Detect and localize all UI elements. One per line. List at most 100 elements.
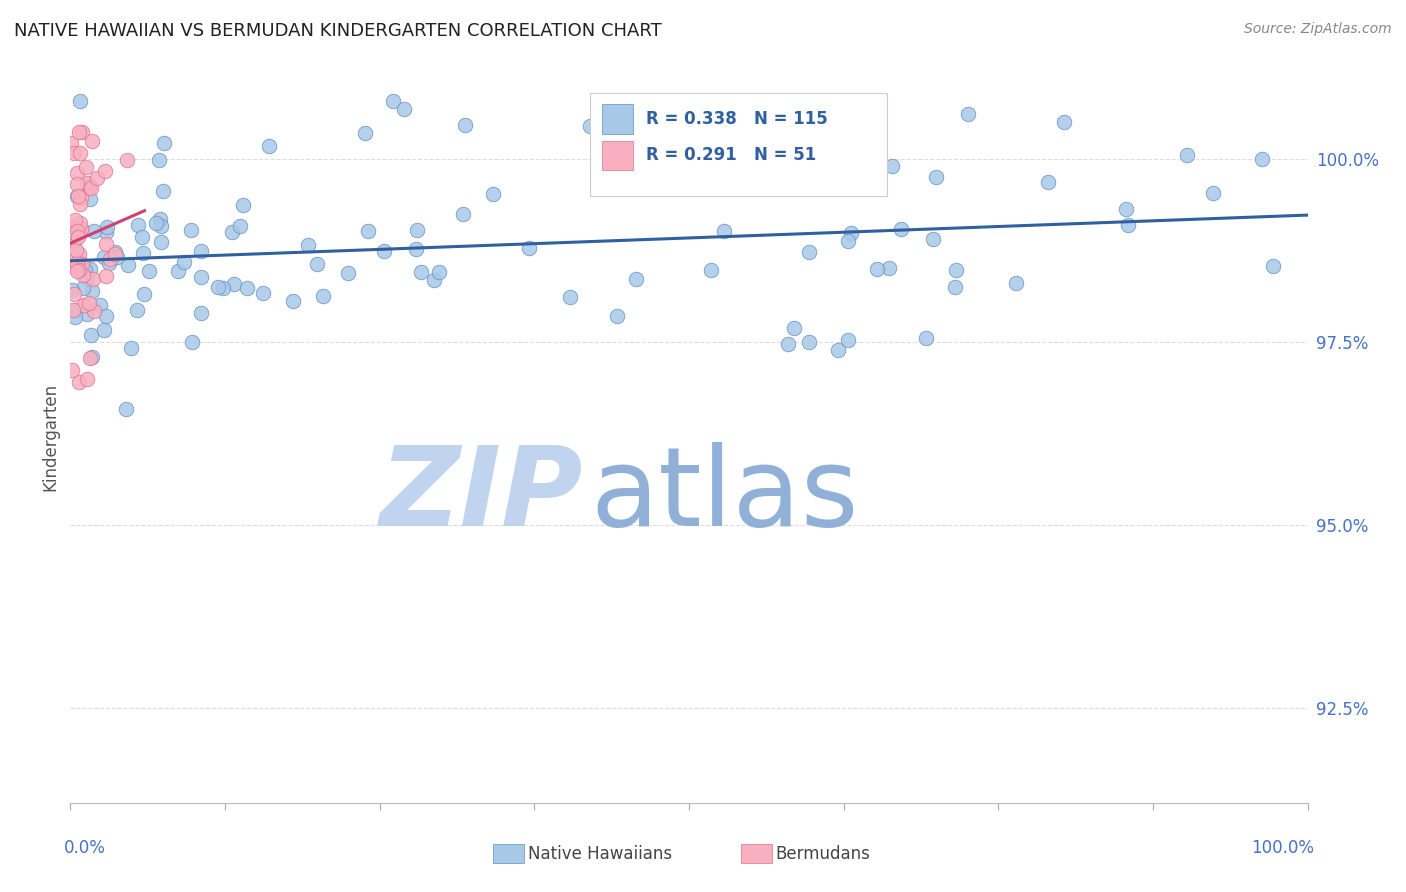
Point	[132, 245, 155, 260]
Point	[79, 327, 101, 342]
Point	[922, 232, 945, 246]
Text: Native Hawaiians: Native Hawaiians	[529, 845, 672, 863]
Point	[69, 224, 91, 238]
Point	[236, 281, 259, 295]
Point	[82, 271, 104, 285]
Point	[606, 309, 628, 323]
Point	[454, 118, 477, 132]
Point	[152, 184, 174, 198]
Point	[67, 246, 90, 260]
Point	[66, 177, 89, 191]
Point	[132, 286, 155, 301]
Point	[96, 220, 118, 235]
Point	[957, 106, 980, 120]
Point	[1036, 175, 1059, 189]
Point	[80, 350, 103, 364]
Point	[98, 252, 121, 266]
Point	[67, 189, 90, 203]
Text: Bermudans: Bermudans	[776, 845, 870, 863]
Point	[145, 216, 167, 230]
Point	[221, 225, 243, 239]
Point	[925, 170, 948, 185]
Point	[311, 288, 333, 302]
Point	[865, 261, 887, 276]
Point	[405, 242, 427, 256]
Point	[336, 266, 359, 280]
Point	[641, 178, 664, 193]
Point	[60, 239, 83, 253]
Text: R = 0.338   N = 115: R = 0.338 N = 115	[645, 110, 827, 128]
Point	[837, 333, 859, 347]
Point	[59, 246, 82, 260]
Bar	[741, 845, 772, 863]
Point	[63, 310, 86, 325]
Point	[70, 125, 93, 139]
Point	[79, 261, 101, 276]
Point	[150, 235, 173, 250]
Point	[839, 226, 862, 240]
Point	[66, 189, 89, 203]
Point	[1115, 202, 1137, 216]
Point	[1250, 152, 1272, 166]
Point	[207, 279, 229, 293]
Point	[80, 134, 103, 148]
Point	[115, 153, 138, 167]
Text: atlas: atlas	[591, 442, 859, 549]
Text: Source: ZipAtlas.com: Source: ZipAtlas.com	[1244, 22, 1392, 37]
Point	[94, 163, 117, 178]
Point	[381, 94, 404, 108]
FancyBboxPatch shape	[591, 94, 887, 195]
Point	[94, 268, 117, 283]
Point	[67, 229, 90, 244]
Point	[305, 257, 328, 271]
Point	[297, 238, 319, 252]
Point	[76, 271, 98, 285]
Point	[69, 94, 91, 108]
Text: 0.0%: 0.0%	[65, 839, 105, 857]
Point	[65, 244, 87, 258]
Point	[517, 242, 540, 256]
Point	[166, 264, 188, 278]
Point	[120, 341, 142, 355]
Point	[66, 263, 89, 277]
Point	[211, 280, 233, 294]
Point	[60, 249, 83, 263]
Point	[63, 257, 86, 271]
Point	[190, 306, 212, 320]
Point	[283, 294, 305, 309]
Point	[482, 187, 505, 202]
Point	[66, 166, 89, 180]
Point	[259, 138, 281, 153]
Point	[153, 136, 176, 151]
Point	[104, 244, 127, 259]
Point	[131, 229, 153, 244]
Point	[353, 126, 375, 140]
Point	[560, 290, 582, 304]
Point	[180, 223, 202, 237]
Point	[62, 363, 84, 377]
Point	[127, 303, 149, 318]
Point	[427, 265, 450, 279]
Point	[252, 285, 274, 300]
Point	[69, 197, 91, 211]
Point	[62, 220, 84, 235]
Point	[75, 263, 97, 277]
Point	[83, 304, 105, 318]
Point	[148, 153, 170, 168]
Point	[373, 244, 395, 258]
Point	[82, 284, 104, 298]
Point	[890, 222, 912, 236]
Point	[69, 216, 91, 230]
Point	[77, 178, 100, 192]
Point	[65, 260, 87, 274]
Point	[93, 251, 115, 265]
Point	[149, 211, 172, 226]
Point	[138, 264, 160, 278]
Point	[699, 263, 721, 277]
Point	[77, 296, 100, 310]
Point	[72, 268, 94, 283]
Point	[228, 219, 250, 234]
Bar	[494, 845, 524, 863]
Point	[945, 262, 967, 277]
Point	[232, 198, 254, 212]
